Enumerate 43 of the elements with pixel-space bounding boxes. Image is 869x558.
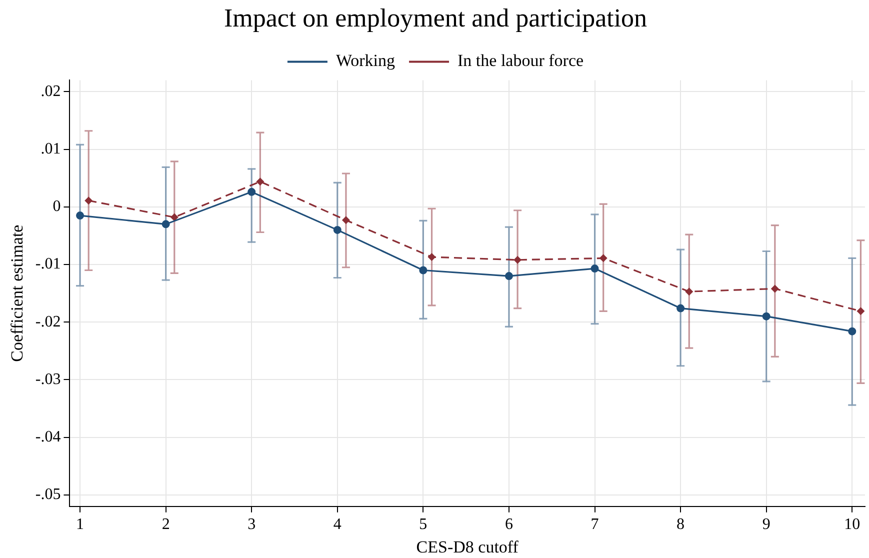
y-axis-title: Coefficient estimate (8, 224, 27, 362)
legend-label: Working (336, 51, 396, 70)
x-tick-label: 4 (333, 516, 342, 534)
legend-label: In the labour force (458, 51, 584, 70)
x-tick-label: 10 (844, 516, 860, 534)
y-tick-label: -.03 (35, 370, 61, 388)
point (170, 213, 178, 222)
point (76, 212, 84, 220)
point (342, 216, 350, 224)
point (514, 256, 522, 264)
point (770, 284, 779, 293)
point (599, 254, 608, 262)
y-tick-label: -.01 (35, 256, 61, 273)
point (333, 226, 342, 234)
point (162, 220, 170, 228)
y-tick-label: .01 (40, 140, 61, 158)
point (419, 266, 428, 274)
point (848, 327, 856, 336)
x-tick-label: 8 (676, 516, 685, 534)
point (428, 253, 436, 262)
y-tick-label: -.04 (35, 428, 61, 446)
point (256, 178, 264, 186)
x-tick-label: 5 (419, 516, 428, 534)
point (762, 312, 770, 320)
x-tick-label: 9 (762, 516, 770, 534)
point (504, 272, 513, 280)
x-tick-label: 7 (590, 516, 599, 534)
x-tick-label: 6 (504, 516, 513, 534)
y-tick-label: -.05 (35, 486, 61, 504)
y-tick-label: -.02 (35, 313, 61, 330)
point (685, 288, 694, 296)
x-tick-label: 2 (162, 516, 170, 534)
x-tick-label: 1 (76, 516, 84, 534)
point (590, 264, 599, 273)
y-tick-label: 0 (52, 198, 61, 216)
chart-title: Impact on employment and participation (224, 3, 648, 32)
x-tick-label: 3 (248, 516, 256, 534)
point (676, 304, 685, 312)
y-tick-label: .02 (40, 82, 61, 100)
point (856, 307, 865, 316)
point (84, 196, 93, 205)
point (248, 188, 256, 196)
x-axis-title: CES-D8 cutoff (416, 537, 519, 556)
